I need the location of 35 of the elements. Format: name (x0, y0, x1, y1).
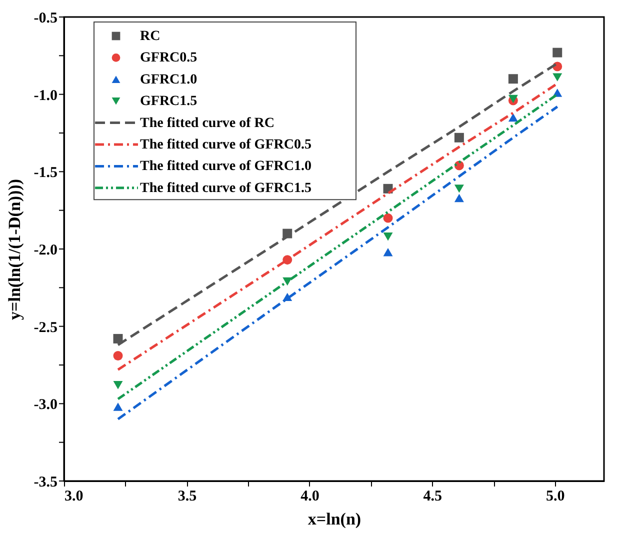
legend-label: The fitted curve of RC (140, 116, 275, 131)
point (454, 132, 464, 142)
point (383, 232, 393, 241)
legend-label: The fitted curve of GFRC1.0 (140, 159, 312, 174)
x-tick-label: 4.0 (300, 488, 320, 504)
y-tick-label: -2.5 (34, 320, 58, 336)
legend-label: GFRC1.5 (140, 94, 198, 110)
x-tick-label: 3.0 (64, 488, 84, 504)
point (113, 402, 123, 411)
y-tick-label: -1.5 (34, 165, 58, 182)
legend-label: RC (140, 29, 160, 44)
point (508, 113, 518, 122)
y-axis-title: y=ln(ln(1/(1-D(n)))) (4, 179, 24, 320)
y-tick-label: -1.0 (34, 88, 58, 104)
legend-label: The fitted curve of GFRC1.5 (140, 180, 312, 196)
x-tick-label: 4.5 (423, 488, 442, 504)
point (113, 350, 123, 360)
y-tick-label: -3.0 (34, 397, 58, 414)
y-tick-label: -2.0 (34, 242, 58, 258)
legend-label: GFRC1.0 (140, 72, 198, 88)
point (383, 213, 393, 223)
y-tick-label: -3.5 (34, 474, 58, 490)
y-tick-label: -0.5 (34, 10, 58, 26)
x-axis-title: x=ln(n) (308, 510, 362, 528)
point (383, 248, 393, 256)
point (552, 48, 562, 58)
legend-label: The fitted curve of GFRC0.5 (140, 138, 312, 152)
point (454, 184, 464, 193)
point (113, 381, 123, 390)
point (508, 74, 518, 84)
x-tick-label: 5.0 (546, 488, 565, 504)
point (454, 194, 464, 202)
legend-label: GFRC0.5 (140, 50, 198, 66)
x-tick-label: 3.5 (178, 488, 197, 504)
point (552, 73, 562, 82)
